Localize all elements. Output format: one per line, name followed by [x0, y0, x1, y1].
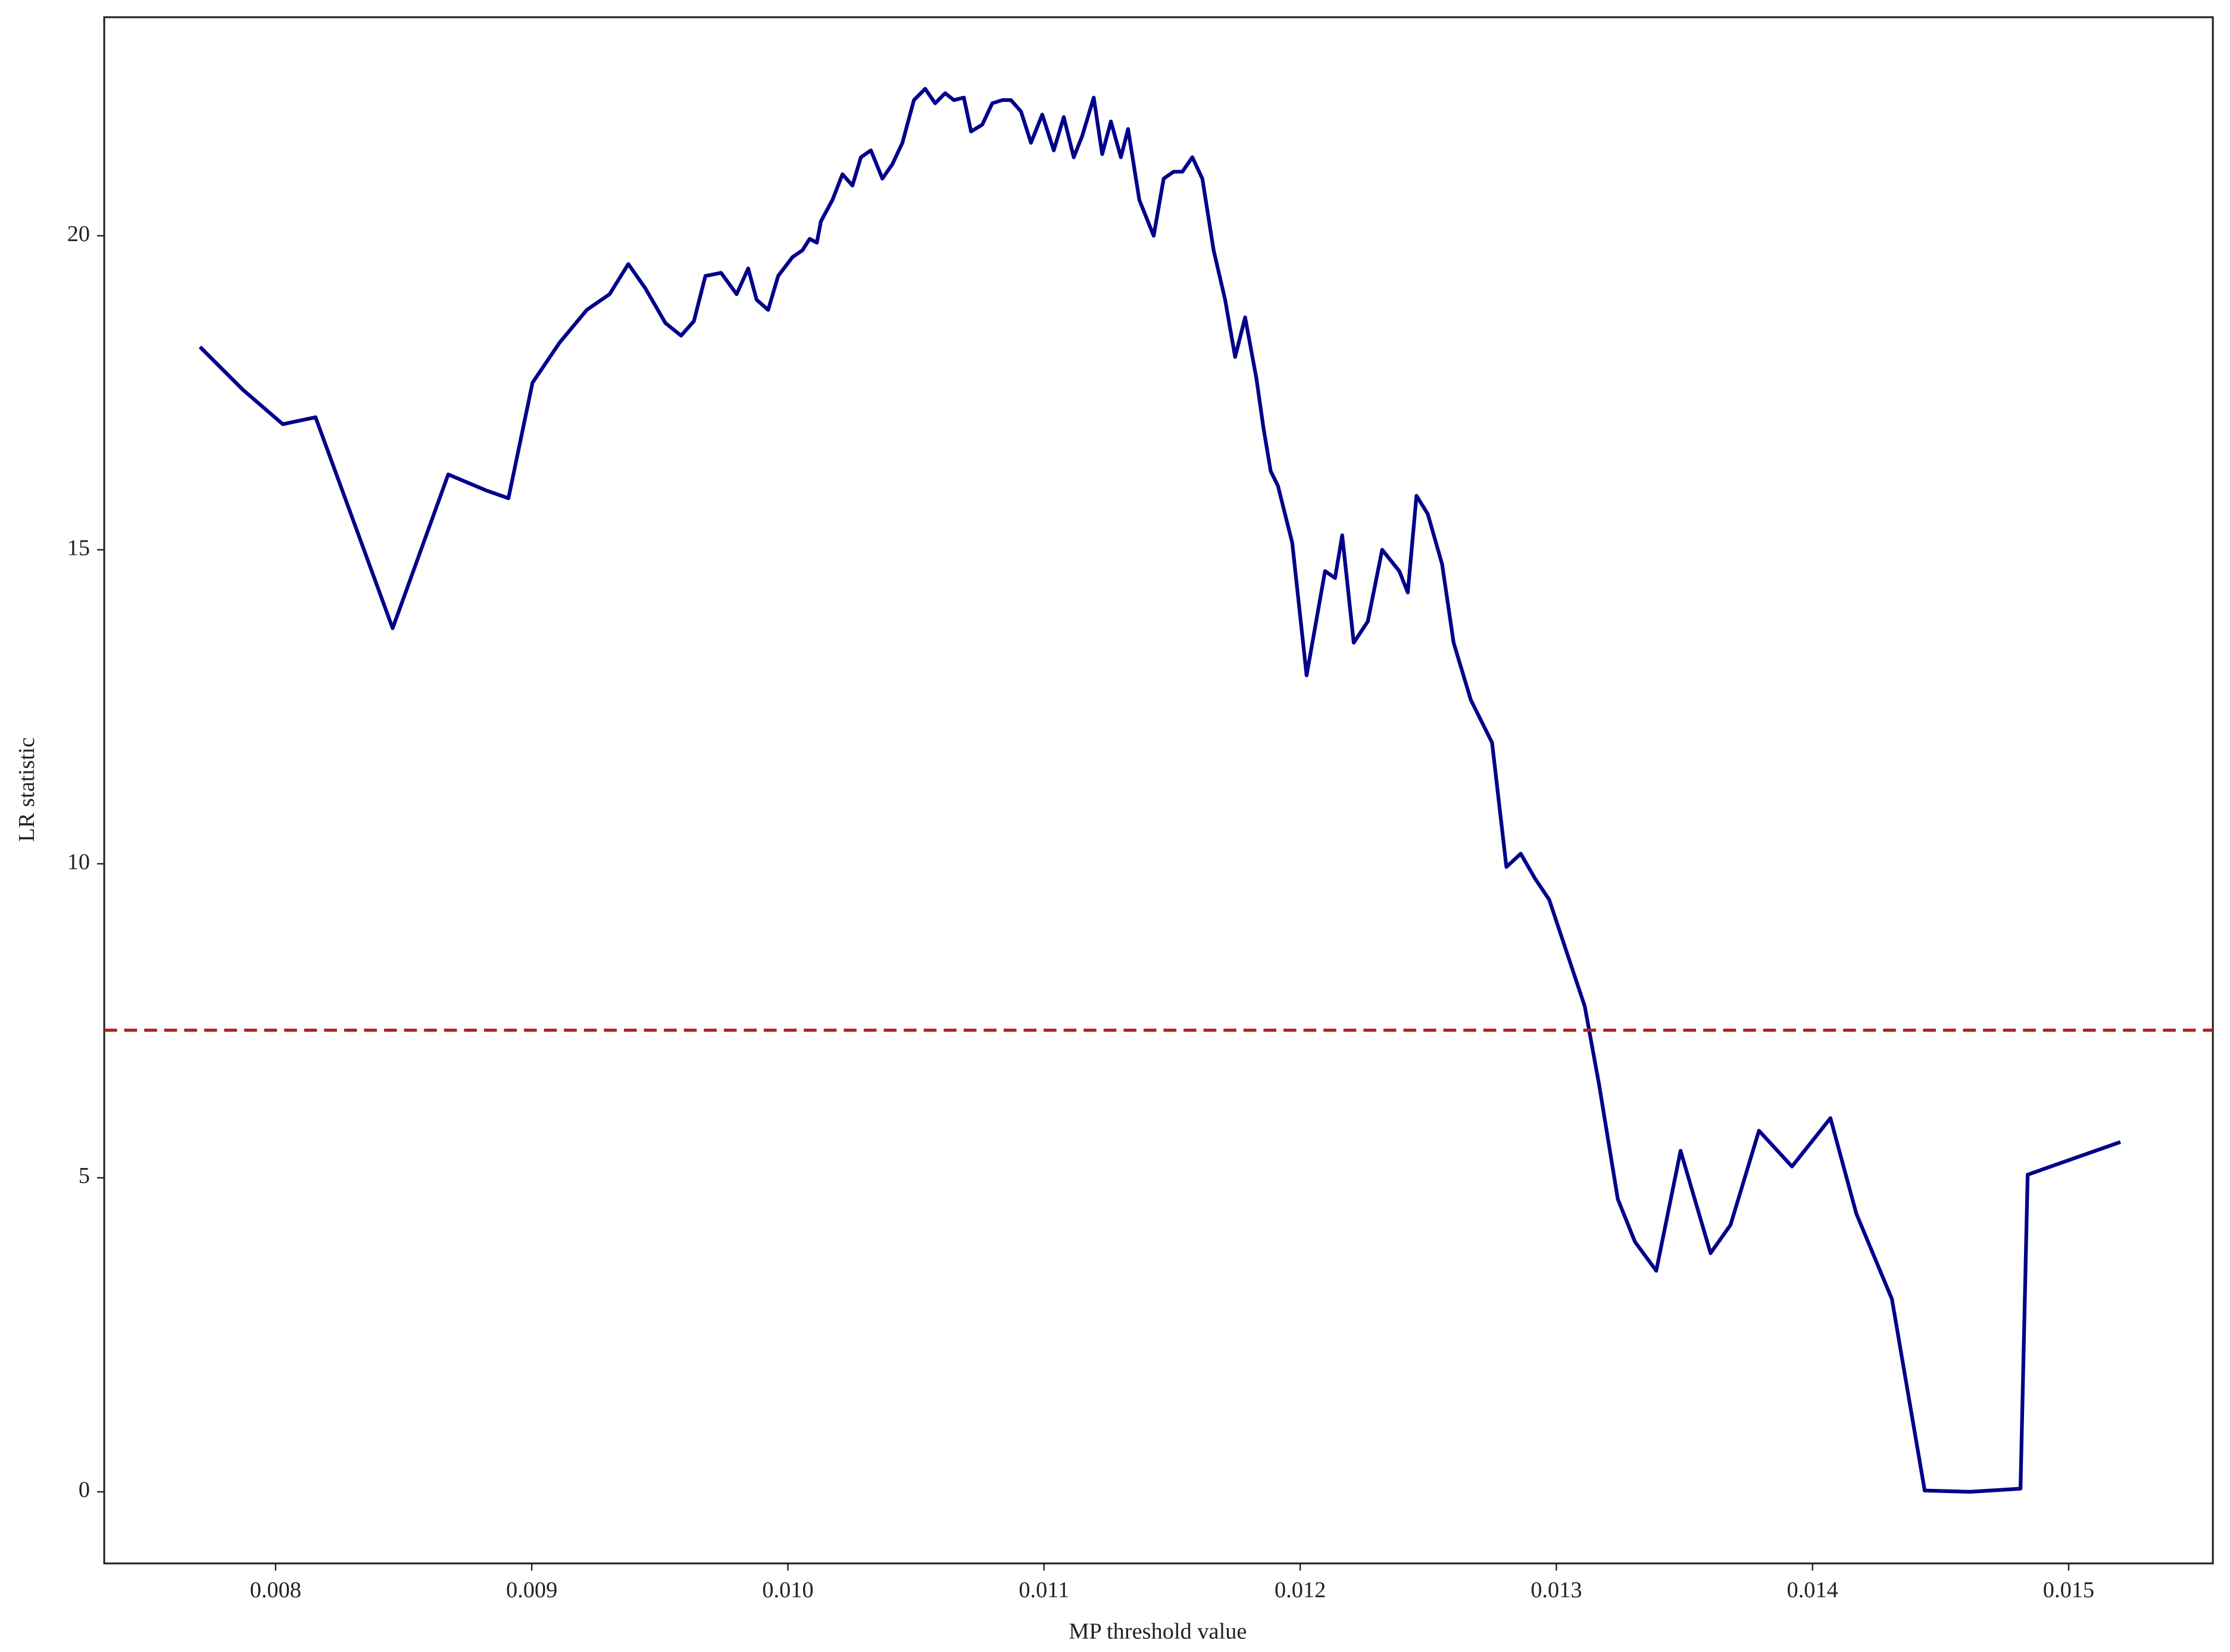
y-tick-label: 5	[79, 1163, 90, 1188]
y-axis-label: LR statistic	[14, 737, 39, 842]
data-line	[198, 87, 2121, 1494]
x-tick-label: 0.011	[1019, 1578, 1069, 1603]
x-tick-label: 0.015	[2043, 1578, 2094, 1603]
x-axis-label: MP threshold value	[1069, 1619, 1247, 1644]
x-tick-label: 0.010	[762, 1578, 813, 1603]
x-tick-label: 0.014	[1787, 1578, 1838, 1603]
y-tick-label: 20	[67, 221, 90, 246]
x-tick-label: 0.009	[506, 1578, 557, 1603]
plot-frame	[103, 16, 2214, 1564]
x-tick-label: 0.008	[250, 1578, 301, 1603]
y-tick-label: 0	[79, 1478, 90, 1503]
x-tick-label: 0.012	[1275, 1578, 1326, 1603]
x-tick-label: 0.013	[1531, 1578, 1582, 1603]
y-tick-label: 15	[67, 535, 90, 560]
y-tick-label: 10	[67, 850, 90, 875]
